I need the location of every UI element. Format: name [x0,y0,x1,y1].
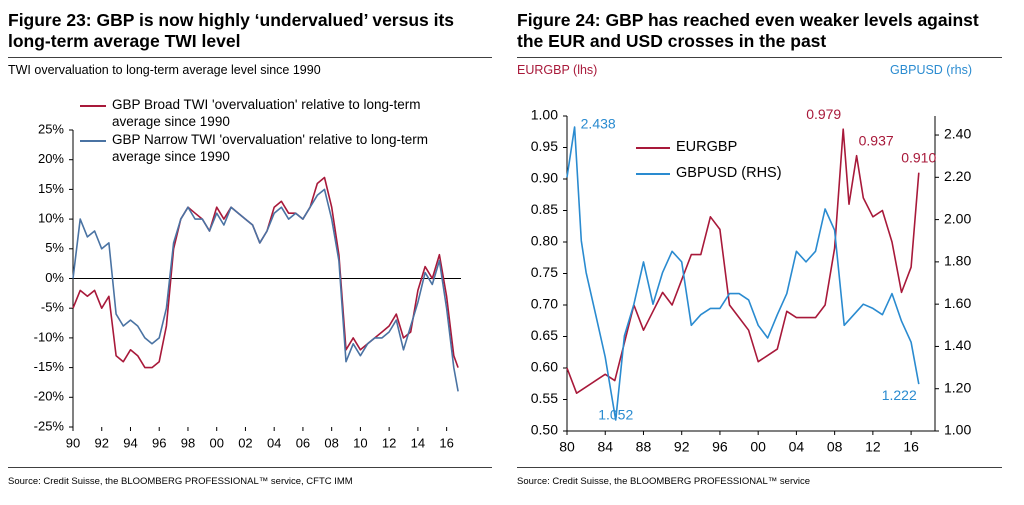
y-axis-label: EURGBP (lhs) [517,63,598,77]
x-tick-label: 00 [750,439,766,455]
x-tick-label: 88 [636,439,652,455]
y-tick-label: 0.85 [531,201,558,217]
y-tick-label: 1.00 [531,107,558,123]
x-tick-label: 98 [181,435,195,450]
y-tick-label: 15% [38,181,64,196]
annotation: 2.438 [581,116,616,132]
y-tick-label: 20% [38,151,64,166]
x-tick-label: 08 [324,435,338,450]
annotation: 0.910 [901,149,936,165]
legend-label: GBP Narrow TWI 'overvaluation' relative … [112,132,429,164]
x-tick-label: 02 [238,435,252,450]
y-tick-label: -25% [34,418,65,433]
x-tick-label: 96 [152,435,166,450]
y-tick-label: 0.55 [531,390,558,406]
x-tick-label: 12 [865,439,881,455]
x-tick-label: 14 [411,435,425,450]
y2-tick-label: 1.80 [944,253,971,269]
y-tick-label: 0.90 [531,170,558,186]
series-line [72,188,459,392]
x-tick-label: 96 [712,439,728,455]
y-tick-label: 0.70 [531,296,558,312]
x-tick-label: 12 [382,435,396,450]
chart-subtitle: TWI overvaluation to long-term average l… [8,63,321,77]
series-line [566,128,920,394]
y-tick-label: -10% [34,329,65,344]
y-tick-label: 0% [45,270,64,285]
legend-label: EURGBP [676,139,738,155]
legend-swatch [80,140,106,142]
source: Source: Credit Suisse, the BLOOMBERG PRO… [517,476,811,487]
legend-entry: EURGBP [636,139,856,157]
chart-title: Figure 24: GBP has reached even weaker l… [517,10,979,51]
legend-label: GBP Broad TWI 'overvaluation' relative t… [112,97,421,129]
y-tick-label: -20% [34,389,65,404]
x-tick-label: 10 [353,435,367,450]
y2-tick-label: 1.40 [944,337,971,353]
legend-entry: GBP Narrow TWI 'overvaluation' relative … [80,132,465,165]
y-tick-label: -15% [34,359,65,374]
y2-axis-label: GBPUSD (rhs) [890,63,972,77]
legend-entry: GBP Broad TWI 'overvaluation' relative t… [80,97,465,130]
y2-tick-label: 2.40 [944,126,971,142]
y2-tick-label: 1.60 [944,295,971,311]
legend-entry: GBPUSD (RHS) [636,165,856,183]
y2-tick-label: 1.20 [944,379,971,395]
annotation: 0.979 [806,106,841,122]
legend-swatch [80,105,106,107]
x-tick-label: 00 [209,435,223,450]
legend: EURGBP GBPUSD (RHS) [636,139,856,190]
y-tick-label: 0.65 [531,327,558,343]
chart-title: Figure 23: GBP is now highly ‘undervalue… [8,10,455,51]
x-tick-label: 04 [267,435,281,450]
x-tick-label: 92 [95,435,109,450]
y-tick-label: 0.50 [531,422,558,438]
annotation: 1.222 [882,387,917,403]
x-tick-label: 04 [789,439,805,455]
x-tick-label: 92 [674,439,690,455]
y-tick-label: 10% [38,211,64,226]
annotation: 1.052 [598,407,633,423]
y2-tick-label: 1.00 [944,422,971,438]
y-tick-label: 5% [45,240,64,255]
y-tick-label: -5% [41,300,65,315]
series-line [566,126,920,421]
x-tick-label: 08 [827,439,843,455]
source: Source: Credit Suisse, the BLOOMBERG PRO… [8,476,353,487]
x-tick-label: 90 [66,435,80,450]
annotation: 0.937 [859,132,894,148]
x-tick-label: 94 [123,435,137,450]
y-tick-label: 0.75 [531,264,558,280]
x-tick-label: 84 [597,439,613,455]
y-tick-label: 25% [38,121,64,136]
legend-swatch [636,172,670,175]
x-tick-label: 16 [439,435,453,450]
x-tick-label: 80 [559,439,575,455]
y-tick-label: 0.95 [531,138,558,154]
legend-label: GBPUSD (RHS) [676,164,782,181]
legend: GBP Broad TWI 'overvaluation' relative t… [80,97,465,167]
y-tick-label: 0.80 [531,233,558,249]
y-tick-label: 0.60 [531,359,558,375]
x-tick-label: 06 [296,435,310,450]
x-tick-label: 16 [903,439,919,455]
y2-tick-label: 2.00 [944,210,971,226]
legend-swatch [636,147,670,149]
y2-tick-label: 2.20 [944,168,971,184]
